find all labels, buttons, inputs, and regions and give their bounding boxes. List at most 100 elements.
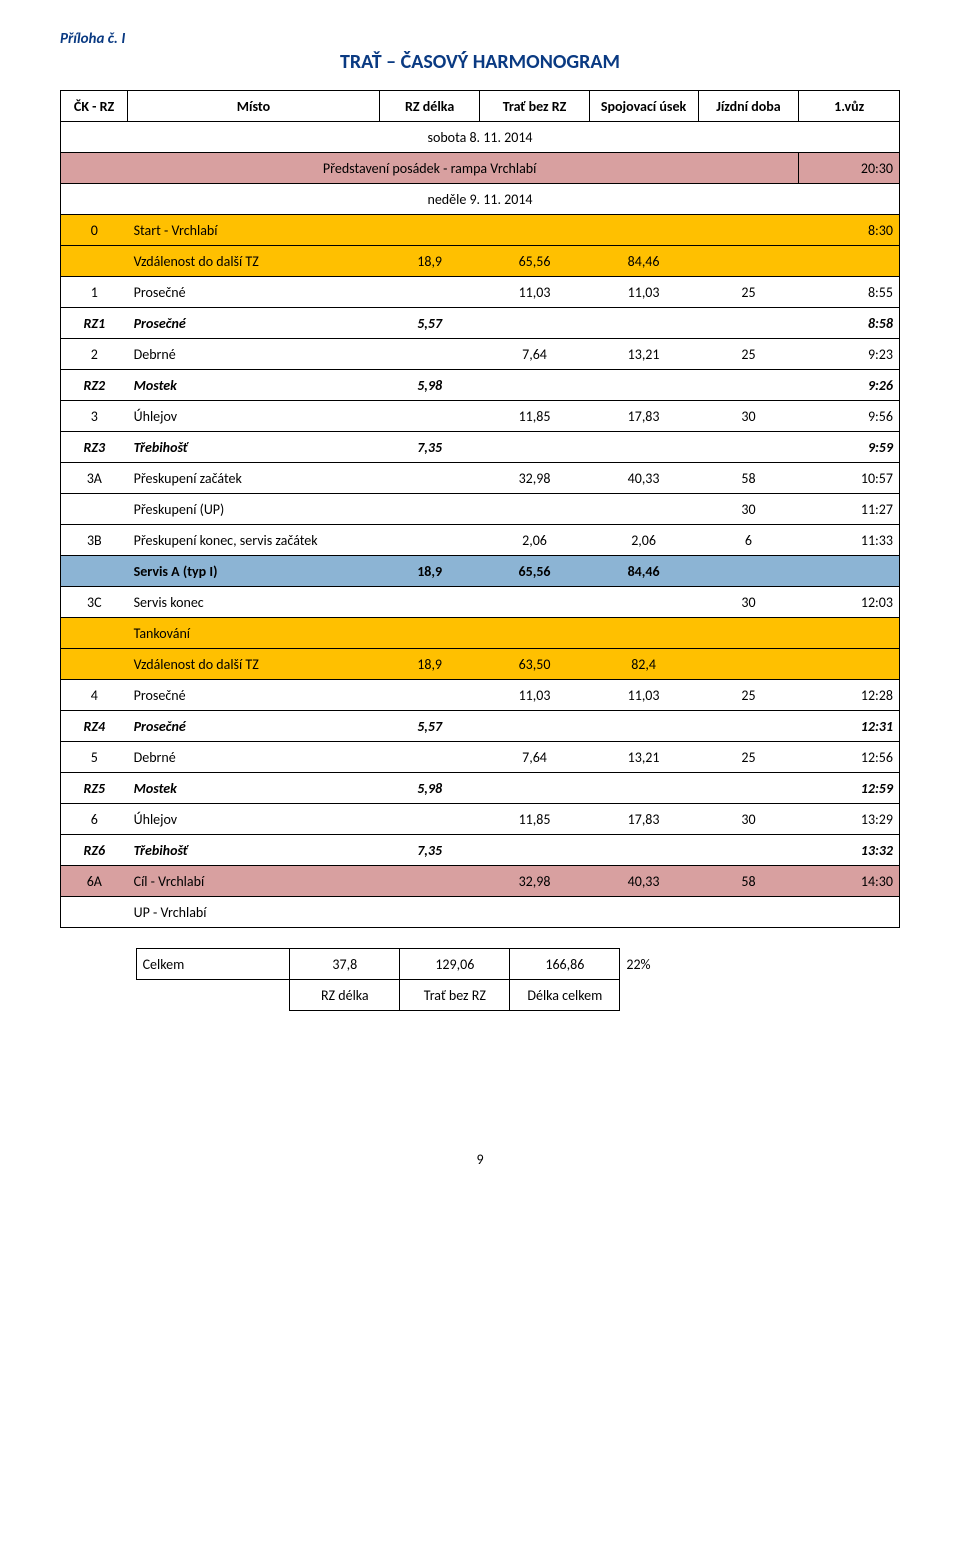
table-row: 3CServis konec3012:03 [61,587,900,618]
cas [799,897,900,928]
rz-delka [379,804,480,835]
th-spojovaci: Spojovací úsek [589,91,698,122]
summary-label: Celkem [136,949,290,980]
ck-rz: RZ2 [61,370,128,401]
rz-delka [379,463,480,494]
misto: Cíl - Vrchlabí [128,866,380,897]
spojovaci [589,432,698,463]
misto: Debrné [128,742,380,773]
cas: 12:03 [799,587,900,618]
jizdni-doba [698,556,799,587]
spojovaci [589,308,698,339]
jizdni-doba: 6 [698,525,799,556]
trat-bez-rz: 32,98 [480,463,589,494]
jizdni-doba [698,215,799,246]
trat-bez-rz: 65,56 [480,556,589,587]
jizdni-doba [698,835,799,866]
table-row: UP - Vrchlabí [61,897,900,928]
spojovaci: 2,06 [589,525,698,556]
misto: Úhlejov [128,804,380,835]
rz-delka [379,215,480,246]
cas: 10:57 [799,463,900,494]
ck-rz [61,649,128,680]
ck-rz [61,494,128,525]
table-row: RZ3Třebihošť7,359:59 [61,432,900,463]
ck-rz [61,618,128,649]
cas [799,618,900,649]
rz-delka: 7,35 [379,432,480,463]
jizdni-doba: 30 [698,587,799,618]
ck-rz: 1 [61,277,128,308]
table-row: 5Debrné7,6413,212512:56 [61,742,900,773]
spojovaci [589,711,698,742]
summary-empty [136,980,290,1011]
trat-bez-rz [480,897,589,928]
ck-rz: RZ4 [61,711,128,742]
jizdni-doba [698,897,799,928]
misto: Start - Vrchlabí [128,215,380,246]
table-row: 6ACíl - Vrchlabí32,9840,335814:30 [61,866,900,897]
trat-bez-rz: 32,98 [480,866,589,897]
ck-rz [61,246,128,277]
misto: Vzdálenost do další TZ [128,246,380,277]
rz-delka: 5,98 [379,773,480,804]
trat-bez-rz: 65,56 [480,246,589,277]
event-row-label: Představení posádek - rampa Vrchlabí [61,153,799,184]
misto: Debrné [128,339,380,370]
cas: 8:55 [799,277,900,308]
summary-h1: RZ délka [290,980,400,1011]
spojovaci: 40,33 [589,866,698,897]
cas: 11:33 [799,525,900,556]
table-row: RZ5Mostek5,9812:59 [61,773,900,804]
table-row: Tankování [61,618,900,649]
cas: 8:58 [799,308,900,339]
rz-delka: 18,9 [379,556,480,587]
ck-rz [61,556,128,587]
spojovaci: 17,83 [589,804,698,835]
misto: UP - Vrchlabí [128,897,380,928]
summary-empty2 [620,980,741,1011]
spojovaci: 13,21 [589,742,698,773]
page-number: 9 [60,1151,900,1168]
jizdni-doba: 25 [698,742,799,773]
summary-row-headers: RZ délka Trať bez RZ Délka celkem [136,980,740,1011]
misto: Prosečné [128,277,380,308]
trat-bez-rz: 7,64 [480,339,589,370]
ck-rz: RZ1 [61,308,128,339]
rz-delka: 5,57 [379,308,480,339]
rz-delka [379,866,480,897]
th-ck-rz: ČK - RZ [61,91,128,122]
jizdni-doba: 30 [698,804,799,835]
ck-rz: 6A [61,866,128,897]
rz-delka [379,525,480,556]
spojovaci [589,618,698,649]
trat-bez-rz [480,587,589,618]
cas [799,649,900,680]
cas: 9:26 [799,370,900,401]
cas: 12:31 [799,711,900,742]
cas: 12:28 [799,680,900,711]
jizdni-doba: 25 [698,680,799,711]
jizdni-doba [698,773,799,804]
ck-rz: 4 [61,680,128,711]
cas: 14:30 [799,866,900,897]
table-row: Vzdálenost do další TZ18,965,5684,46 [61,246,900,277]
jizdni-doba: 25 [698,339,799,370]
rz-delka: 18,9 [379,649,480,680]
trat-bez-rz: 63,50 [480,649,589,680]
trat-bez-rz [480,215,589,246]
table-row: 4Prosečné11,0311,032512:28 [61,680,900,711]
th-misto: Místo [128,91,380,122]
cas: 12:59 [799,773,900,804]
rz-delka [379,742,480,773]
jizdni-doba [698,649,799,680]
ck-rz: 5 [61,742,128,773]
trat-bez-rz: 11,03 [480,680,589,711]
table-row: 3Úhlejov11,8517,83309:56 [61,401,900,432]
rz-delka [379,587,480,618]
misto: Vzdálenost do další TZ [128,649,380,680]
summary-h2: Trať bez RZ [400,980,510,1011]
spojovaci [589,835,698,866]
cas: 12:56 [799,742,900,773]
table-row: Servis A (typ I)18,965,5684,46 [61,556,900,587]
